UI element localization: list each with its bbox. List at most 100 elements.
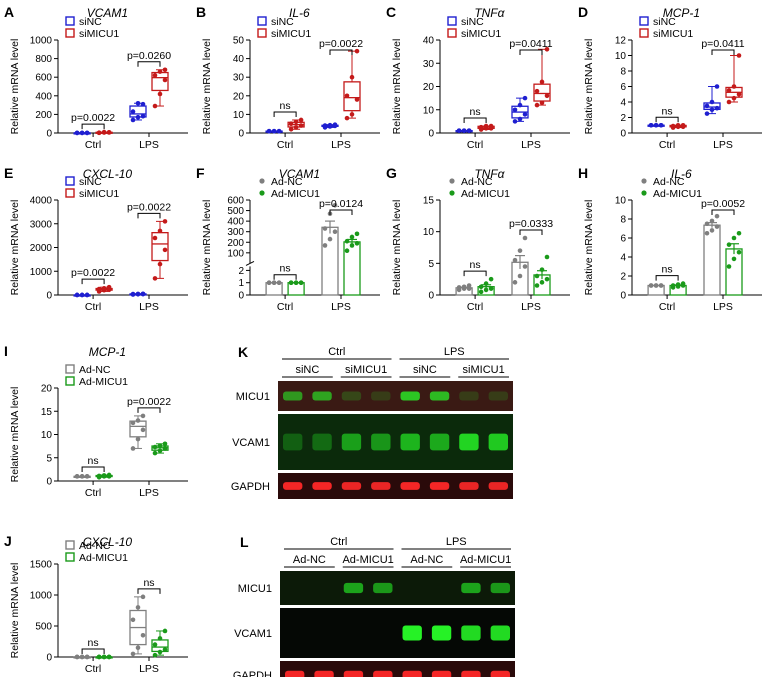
lane-label: siNC — [295, 364, 319, 376]
y-tick-label: 10 — [615, 51, 627, 62]
panel-letter: E — [4, 165, 13, 181]
p-value-label: ns — [88, 637, 99, 649]
data-point — [344, 115, 350, 121]
data-point — [704, 111, 710, 116]
data-point — [512, 119, 518, 124]
legend-marker — [65, 16, 75, 26]
legend-marker — [449, 178, 455, 184]
x-tick-label: LPS — [331, 139, 351, 151]
legend-marker — [449, 190, 455, 196]
row-label: MICU1 — [238, 583, 272, 595]
gene-title: TNFα — [474, 6, 505, 20]
data-point — [101, 129, 107, 135]
legend-label: siNC — [79, 176, 102, 188]
data-point — [84, 130, 90, 136]
data-point — [74, 292, 80, 298]
panel-letter: D — [578, 4, 588, 20]
data-point — [298, 280, 304, 286]
x-tick-label: Ctrl — [277, 301, 293, 313]
y-tick-label: 0 — [46, 653, 52, 664]
blot-band — [459, 482, 479, 490]
significance-bracket — [137, 212, 161, 219]
x-tick-label: Ctrl — [85, 663, 101, 675]
legend-label: siNC — [79, 16, 102, 28]
data-point — [680, 122, 686, 128]
y-tick-label: 500 — [35, 622, 52, 633]
blot-band — [459, 433, 479, 451]
y-tick-label: 0 — [620, 291, 626, 302]
panel-letter: F — [196, 165, 205, 181]
data-point — [539, 267, 545, 272]
data-point — [648, 283, 654, 288]
data-point — [322, 226, 328, 231]
panel-I: I MCP-1 Relative mRNA level 0 5 10 15 20 Ctrl LPS… — [4, 343, 188, 499]
data-point — [517, 102, 523, 108]
gene-title: TNFα — [474, 167, 505, 181]
y-tick-label: 4000 — [30, 196, 53, 207]
legend-marker — [447, 28, 457, 38]
significance-bracket — [711, 209, 735, 215]
gene-title: MCP-1 — [663, 6, 700, 20]
data-point — [162, 247, 168, 253]
blot-band — [431, 670, 452, 680]
panel-A: A VCAM1 Relative mRNA level 0 200 400 600 800 10… — [4, 4, 188, 151]
y-tick-label: 20 — [233, 91, 245, 102]
y-tick-label: 1 — [238, 278, 244, 289]
blot-band — [371, 433, 391, 451]
data-point — [140, 594, 146, 600]
data-point — [461, 284, 467, 290]
legend-label: Ad-MICU1 — [271, 188, 320, 200]
blot-band — [402, 625, 422, 641]
data-point — [731, 256, 737, 262]
x-tick-label: Ctrl — [85, 487, 101, 499]
data-point — [704, 103, 710, 109]
y-tick-label: 400 — [227, 217, 244, 228]
significance-bracket — [81, 123, 105, 130]
data-point — [84, 654, 90, 660]
legend-label: Ad-MICU1 — [79, 552, 128, 564]
x-tick-label: LPS — [139, 487, 159, 499]
p-value-label: ns — [143, 577, 154, 589]
data-point — [534, 88, 540, 94]
data-point — [162, 647, 168, 652]
data-point — [84, 292, 90, 298]
p-value-label: ns — [662, 105, 673, 117]
data-point — [512, 280, 518, 285]
significance-bracket — [273, 274, 297, 280]
lane-label: siMICU1 — [345, 364, 387, 376]
data-point — [162, 77, 168, 83]
data-point — [522, 264, 528, 269]
data-point — [704, 230, 710, 236]
blot-band — [373, 670, 393, 680]
significance-bracket — [463, 117, 487, 124]
y-tick-label: 200 — [227, 238, 244, 249]
significance-bracket — [329, 49, 353, 55]
panel-letter: G — [386, 165, 397, 181]
lane-label: Ad-MICU1 — [342, 554, 393, 566]
data-point — [653, 122, 659, 128]
data-point — [157, 228, 163, 234]
data-point — [332, 202, 338, 208]
data-point — [736, 91, 742, 97]
data-point — [354, 97, 360, 102]
data-point — [478, 289, 484, 295]
data-point — [327, 236, 333, 242]
data-point — [544, 93, 550, 99]
legend-label: Ad-MICU1 — [461, 188, 510, 200]
significance-bracket — [329, 209, 353, 215]
data-point — [140, 113, 146, 119]
data-point — [79, 130, 85, 136]
data-point — [157, 69, 163, 74]
y-tick-label: 10 — [41, 430, 53, 441]
y-tick-label: 600 — [35, 73, 52, 84]
legend-marker — [65, 552, 75, 562]
data-point — [466, 283, 472, 288]
legend-marker — [447, 16, 457, 26]
data-point — [96, 473, 102, 479]
data-point — [478, 124, 484, 130]
blot-band — [343, 582, 364, 594]
bar — [703, 224, 721, 296]
significance-bracket — [519, 229, 543, 235]
y-tick-label: 100 — [227, 248, 244, 259]
